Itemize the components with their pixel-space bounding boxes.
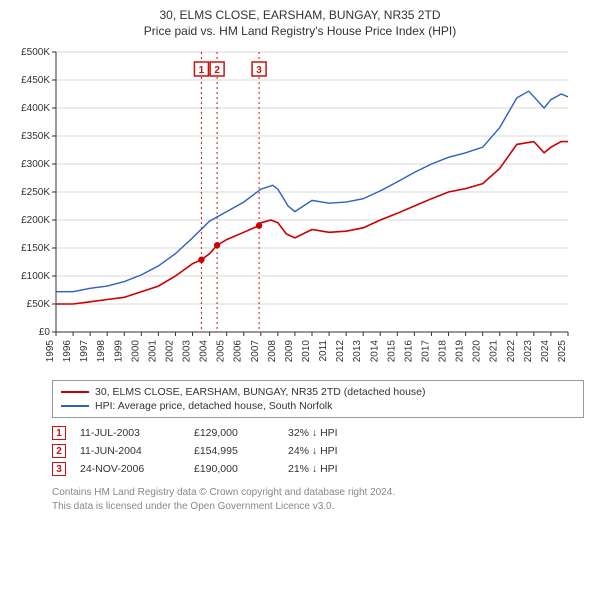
svg-text:2020: 2020	[472, 340, 483, 363]
svg-text:2006: 2006	[233, 340, 244, 363]
svg-text:2014: 2014	[369, 340, 380, 363]
svg-text:2017: 2017	[420, 340, 431, 363]
footer-line1: Contains HM Land Registry data © Crown c…	[52, 486, 584, 500]
svg-text:£250K: £250K	[21, 187, 50, 198]
legend: 30, ELMS CLOSE, EARSHAM, BUNGAY, NR35 2T…	[52, 380, 584, 418]
svg-text:2016: 2016	[403, 340, 414, 363]
event-row-badge: 1	[52, 426, 66, 440]
legend-row: HPI: Average price, detached house, Sout…	[61, 399, 575, 413]
event-row: 3 24-NOV-2006 £190,000 21% ↓ HPI	[52, 460, 584, 478]
chart-title-line2: Price paid vs. HM Land Registry's House …	[8, 24, 592, 38]
svg-text:2015: 2015	[386, 340, 397, 363]
svg-text:£0: £0	[39, 327, 51, 338]
chart-title-block: 30, ELMS CLOSE, EARSHAM, BUNGAY, NR35 2T…	[8, 8, 592, 38]
events-table: 1 11-JUL-2003 £129,000 32% ↓ HPI 2 11-JUN-200…	[52, 424, 584, 478]
line-chart: £0 £50K £100K £150K £200K £250K £300K £350K £400…	[12, 44, 572, 374]
event-date: 11-JUN-2004	[80, 445, 180, 457]
svg-text:£150K: £150K	[21, 243, 50, 254]
chart-container: £0 £50K £100K £150K £200K £250K £300K £350K £400…	[12, 44, 592, 374]
svg-text:2013: 2013	[352, 340, 363, 363]
event-badge-number: 2	[214, 65, 220, 76]
svg-text:2007: 2007	[250, 340, 261, 363]
svg-text:1999: 1999	[113, 340, 124, 363]
event-date: 24-NOV-2006	[80, 463, 180, 475]
svg-text:1998: 1998	[96, 340, 107, 363]
event-diff: 32% ↓ HPI	[288, 427, 584, 439]
legend-label: HPI: Average price, detached house, Sout…	[95, 400, 332, 412]
legend-swatch	[61, 405, 89, 407]
svg-text:1996: 1996	[62, 340, 73, 363]
svg-text:2025: 2025	[557, 340, 568, 363]
svg-text:2021: 2021	[489, 340, 500, 363]
svg-text:2011: 2011	[318, 340, 329, 362]
svg-text:2001: 2001	[147, 340, 158, 363]
svg-text:2012: 2012	[335, 340, 346, 363]
event-badge-number: 1	[199, 65, 205, 76]
legend-row: 30, ELMS CLOSE, EARSHAM, BUNGAY, NR35 2T…	[61, 385, 575, 399]
event-row-badge: 2	[52, 444, 66, 458]
event-row: 2 11-JUN-2004 £154,995 24% ↓ HPI	[52, 442, 584, 460]
event-point	[198, 257, 204, 263]
event-row-badge: 3	[52, 462, 66, 476]
svg-text:2009: 2009	[284, 340, 295, 363]
svg-text:2004: 2004	[199, 340, 210, 363]
svg-text:2000: 2000	[130, 340, 141, 363]
event-price: £154,995	[194, 445, 274, 457]
event-diff: 21% ↓ HPI	[288, 463, 584, 475]
event-point	[256, 222, 262, 228]
event-diff: 24% ↓ HPI	[288, 445, 584, 457]
svg-text:2002: 2002	[164, 340, 175, 363]
svg-text:2018: 2018	[438, 340, 449, 363]
svg-text:2023: 2023	[523, 340, 534, 363]
event-date: 11-JUL-2003	[80, 427, 180, 439]
svg-text:2005: 2005	[216, 340, 227, 363]
svg-text:2003: 2003	[182, 340, 193, 363]
svg-text:2019: 2019	[455, 340, 466, 363]
legend-swatch	[61, 391, 89, 393]
event-badge-number: 3	[256, 65, 262, 76]
event-price: £129,000	[194, 427, 274, 439]
legend-label: 30, ELMS CLOSE, EARSHAM, BUNGAY, NR35 2T…	[95, 386, 426, 398]
footer-line2: This data is licensed under the Open Gov…	[52, 500, 584, 514]
svg-text:£50K: £50K	[27, 299, 51, 310]
svg-text:£300K: £300K	[21, 159, 50, 170]
svg-text:£500K: £500K	[21, 47, 50, 58]
svg-text:£400K: £400K	[21, 103, 50, 114]
svg-text:2022: 2022	[506, 340, 517, 363]
svg-text:£100K: £100K	[21, 271, 50, 282]
svg-text:1997: 1997	[79, 340, 90, 363]
svg-text:2010: 2010	[301, 340, 312, 363]
footer-attribution: Contains HM Land Registry data © Crown c…	[52, 486, 584, 513]
svg-text:1995: 1995	[45, 340, 56, 363]
svg-text:£450K: £450K	[21, 75, 50, 86]
svg-text:£350K: £350K	[21, 131, 50, 142]
event-point	[214, 242, 220, 248]
event-row: 1 11-JUL-2003 £129,000 32% ↓ HPI	[52, 424, 584, 442]
svg-text:2024: 2024	[540, 340, 551, 363]
svg-text:£200K: £200K	[21, 215, 50, 226]
event-price: £190,000	[194, 463, 274, 475]
chart-title-line1: 30, ELMS CLOSE, EARSHAM, BUNGAY, NR35 2T…	[8, 8, 592, 22]
svg-text:2008: 2008	[267, 340, 278, 363]
